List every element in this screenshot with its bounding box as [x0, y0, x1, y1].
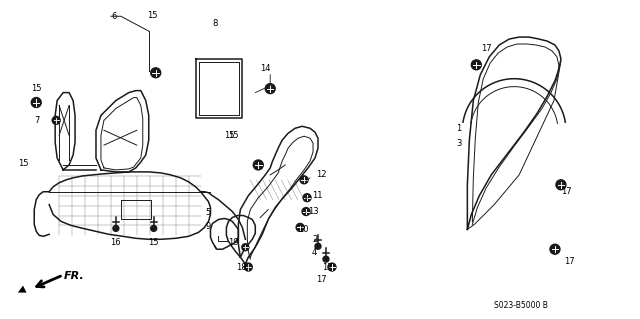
- Circle shape: [296, 223, 304, 231]
- Text: 6: 6: [111, 12, 116, 21]
- Circle shape: [471, 60, 481, 70]
- Circle shape: [151, 226, 157, 231]
- Text: 10: 10: [298, 225, 308, 234]
- Circle shape: [113, 226, 119, 231]
- Text: 9: 9: [205, 222, 211, 231]
- Circle shape: [151, 68, 161, 78]
- Text: 13: 13: [308, 207, 319, 216]
- Circle shape: [315, 243, 321, 249]
- Text: 15: 15: [31, 84, 42, 93]
- Text: 19: 19: [228, 238, 239, 247]
- Circle shape: [300, 176, 308, 184]
- Text: 14: 14: [260, 64, 271, 73]
- Circle shape: [253, 160, 263, 170]
- Circle shape: [323, 256, 329, 262]
- Text: 4: 4: [312, 248, 317, 257]
- Text: 5: 5: [205, 208, 211, 217]
- Text: 7: 7: [34, 116, 39, 125]
- Text: S023-B5000 B: S023-B5000 B: [494, 301, 548, 310]
- Circle shape: [328, 263, 336, 271]
- Circle shape: [242, 244, 249, 251]
- Text: 17: 17: [316, 275, 326, 285]
- Text: 15: 15: [224, 131, 234, 140]
- Text: 1: 1: [456, 124, 461, 133]
- Text: 17: 17: [322, 263, 333, 271]
- Circle shape: [265, 84, 275, 93]
- Circle shape: [556, 180, 566, 190]
- Text: 8: 8: [212, 19, 218, 28]
- Circle shape: [302, 208, 310, 216]
- Circle shape: [550, 244, 560, 254]
- Circle shape: [244, 263, 252, 271]
- Text: 16: 16: [111, 238, 121, 247]
- Text: 17: 17: [481, 44, 492, 54]
- Text: 2: 2: [312, 235, 317, 244]
- Text: 15: 15: [18, 160, 29, 168]
- Text: 15: 15: [148, 238, 159, 247]
- Text: 3: 3: [456, 139, 461, 148]
- Text: 12: 12: [316, 170, 326, 179]
- Text: 17: 17: [564, 256, 575, 266]
- Text: 11: 11: [312, 191, 323, 200]
- Circle shape: [31, 98, 41, 108]
- Text: 18: 18: [236, 263, 247, 271]
- Text: 15: 15: [228, 131, 239, 140]
- Text: 17: 17: [561, 187, 572, 196]
- Text: 15: 15: [147, 11, 158, 20]
- Circle shape: [303, 194, 311, 202]
- Circle shape: [52, 116, 60, 124]
- Text: FR.: FR.: [64, 271, 85, 281]
